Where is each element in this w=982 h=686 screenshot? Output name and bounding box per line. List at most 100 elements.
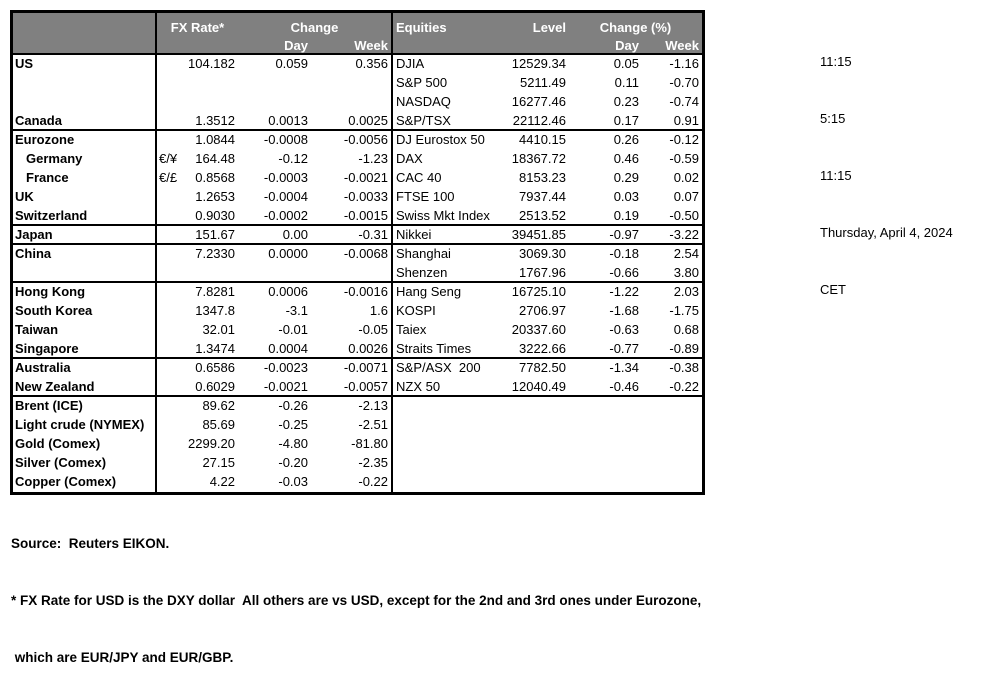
- equity-name-cell: NASDAQ: [391, 93, 491, 112]
- table-row: Japan 151.67 0.00 -0.31 Nikkei 39451.85 -0.97 -…: [13, 226, 702, 245]
- equity-day-change-cell: [569, 473, 642, 492]
- equity-level-cell: [491, 397, 569, 416]
- fx-name-cell: Gold (Comex): [15, 436, 101, 451]
- equity-name-cell: FTSE 100: [391, 188, 491, 207]
- fx-pair-cell: €/¥: [155, 150, 188, 169]
- fx-name-cell: [13, 264, 155, 281]
- equity-week-change-cell: -0.89: [669, 341, 699, 356]
- header-spacer: [391, 37, 569, 54]
- equity-week-change-cell: [642, 435, 702, 454]
- equity-name-cell: [391, 416, 491, 435]
- equity-name-cell: NZX 50: [391, 378, 491, 395]
- equity-level-cell: 3069.30: [519, 246, 566, 261]
- fx-week-change-cell: -2.51: [358, 417, 388, 432]
- equity-level-cell: 3222.66: [519, 341, 566, 356]
- table-row: Eurozone 1.0844 -0.0008 -0.0056 DJ Eurostox …: [13, 131, 702, 150]
- table-row: Singapore 1.3474 0.0004 0.0026 Straits Times…: [13, 340, 702, 359]
- equity-level-cell: 4410.15: [519, 132, 566, 147]
- fx-rate-cell: 4.22: [209, 474, 235, 489]
- time-value-2: 5:15: [820, 111, 846, 126]
- fx-pair-cell: [155, 74, 188, 93]
- equity-name-cell: DAX: [391, 150, 491, 169]
- fx-pair-cell: [155, 226, 188, 243]
- equity-name-cell: [391, 454, 491, 473]
- fx-day-change-cell: 0.0013: [268, 113, 308, 128]
- equity-name-cell: Shenzen: [391, 264, 491, 281]
- fx-week-change-cell: -2.35: [358, 455, 388, 470]
- fx-name-cell: Hong Kong: [15, 284, 86, 299]
- fx-name-cell: [13, 93, 155, 112]
- table-row: Silver (Comex) 27.15 -0.20 -2.35: [13, 454, 702, 473]
- equity-level-cell: [491, 435, 569, 454]
- fx-name-cell: Singapore: [15, 341, 79, 356]
- fx-pair-cell: [155, 321, 188, 340]
- equity-week-change-cell: [642, 473, 702, 492]
- equity-level-cell: 7937.44: [519, 189, 566, 204]
- fx-pair-cell: [155, 302, 188, 321]
- fx-name-cell: France: [26, 170, 69, 185]
- source-note: Source: Reuters EIKON.: [11, 536, 170, 551]
- fx-rate-cell: 0.6029: [195, 379, 235, 394]
- equity-day-change-cell: [569, 454, 642, 473]
- equity-day-change-cell: -0.63: [609, 322, 639, 337]
- fx-day-change-cell: -0.20: [278, 455, 308, 470]
- fx-day-change-cell: -0.0021: [263, 379, 308, 394]
- equity-day-change-cell: -1.34: [609, 360, 639, 375]
- equity-day-change-cell: 0.19: [613, 208, 639, 223]
- fx-pair-cell: [155, 188, 188, 207]
- fx-pair-cell: [155, 264, 188, 281]
- equity-level-cell: 39451.85: [511, 227, 566, 242]
- fx-rate-cell: 1347.8: [195, 303, 235, 318]
- fx-day-change-cell: -0.0023: [263, 360, 308, 375]
- equity-day-change-cell: [569, 416, 642, 435]
- equity-week-change-cell: -0.38: [669, 360, 699, 375]
- equity-level-cell: 1767.96: [519, 265, 566, 280]
- fx-name-cell: China: [15, 246, 52, 261]
- header-fx-change: Change: [290, 20, 339, 35]
- equity-level-cell: [491, 416, 569, 435]
- equity-day-change-cell: -0.77: [609, 341, 639, 356]
- table-row: South Korea 1347.8 -3.1 1.6 KOSPI 2706.97 -1.6…: [13, 302, 702, 321]
- fx-day-change-cell: 0.059: [275, 56, 308, 71]
- fx-pair-cell: [155, 283, 188, 302]
- equity-day-change-cell: -1.68: [609, 303, 639, 318]
- footnotes: Source: Reuters EIKON. * FX Rate for USD…: [11, 496, 701, 686]
- fx-pair-cell: [155, 93, 188, 112]
- timestamp-block: 11:15 5:15 11:15 Thursday, April 4, 2024…: [820, 14, 953, 318]
- fx-week-change-cell: -81.80: [351, 436, 388, 451]
- equity-name-cell: Shanghai: [391, 245, 491, 264]
- fx-name-cell: Light crude (NYMEX): [15, 417, 145, 432]
- equity-week-change-cell: -0.50: [669, 208, 699, 223]
- table-row: Taiwan 32.01 -0.01 -0.05 Taiex 20337.60 -0.63 0…: [13, 321, 702, 340]
- fx-pair-cell: [155, 435, 188, 454]
- fx-name-cell: Brent (ICE): [15, 398, 83, 413]
- table-row: Australia 0.6586 -0.0023 -0.0071 S&P/ASX 200…: [13, 359, 702, 378]
- fx-rate-cell: 0.8568: [195, 170, 235, 185]
- table-row: France €/£ 0.8568 -0.0003 -0.0021 CAC 40 8153.…: [13, 169, 702, 188]
- fx-day-change-cell: [238, 93, 311, 112]
- equity-name-cell: DJIA: [391, 55, 491, 74]
- fx-week-change-cell: -1.23: [358, 151, 388, 166]
- fx-rate-cell: 32.01: [202, 322, 235, 337]
- equity-week-change-cell: 0.68: [673, 322, 699, 337]
- table-row: Hong Kong 7.8281 0.0006 -0.0016 Hang Seng 167…: [13, 283, 702, 302]
- equity-week-change-cell: -0.12: [669, 132, 699, 147]
- header-fx-rate: FX Rate*: [155, 13, 238, 37]
- equity-week-change-cell: [642, 416, 702, 435]
- fx-week-change-cell: -0.0033: [343, 189, 388, 204]
- header-blank-cell: [13, 13, 155, 37]
- equity-week-change-cell: -1.75: [669, 303, 699, 318]
- equity-level-cell: 8153.23: [519, 170, 566, 185]
- equity-level-cell: 5211.49: [519, 75, 566, 90]
- fx-week-change-cell: [311, 74, 391, 93]
- equity-name-cell: S&P/ASX 200: [391, 359, 491, 378]
- equity-level-cell: [491, 454, 569, 473]
- equity-name-cell: Hang Seng: [391, 283, 491, 302]
- table-row: Copper (Comex) 4.22 -0.03 -0.22: [13, 473, 702, 492]
- fx-day-change-cell: -0.0008: [263, 132, 308, 147]
- equity-day-change-cell: 0.23: [613, 94, 639, 109]
- equity-day-change-cell: -0.18: [609, 246, 639, 261]
- fx-name-cell: Copper (Comex): [15, 474, 117, 489]
- fx-rate-cell: 89.62: [202, 398, 235, 413]
- equity-name-cell: [391, 397, 491, 416]
